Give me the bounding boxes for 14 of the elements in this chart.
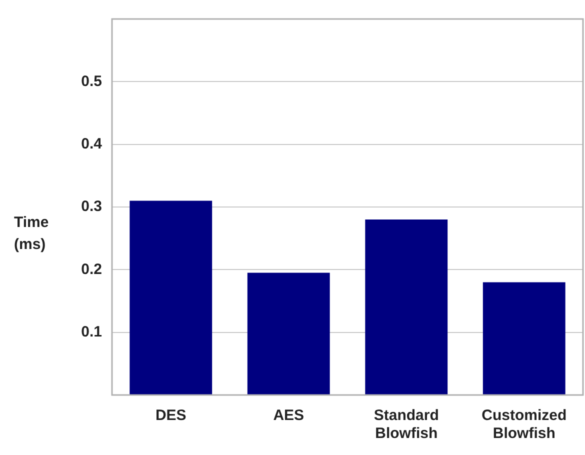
bar — [247, 272, 330, 395]
bar — [130, 200, 212, 395]
x-tick-label: Customized Blowfish — [482, 407, 567, 442]
x-tick-label: DES — [155, 407, 186, 424]
y-tick-label: 0.5 — [81, 72, 102, 90]
y-tick-label: 0.3 — [81, 198, 102, 216]
bar — [482, 282, 566, 395]
y-axis-title: Time (ms) — [14, 213, 50, 255]
x-tick-label: Standard Blowfish — [374, 407, 439, 442]
bar — [365, 220, 448, 395]
y-tick-label: 0.4 — [81, 135, 103, 152]
x-tick-label: AES — [273, 407, 304, 424]
y-tick-label: 0.1 — [81, 323, 102, 340]
y-tick-label: 0.2 — [81, 260, 102, 278]
